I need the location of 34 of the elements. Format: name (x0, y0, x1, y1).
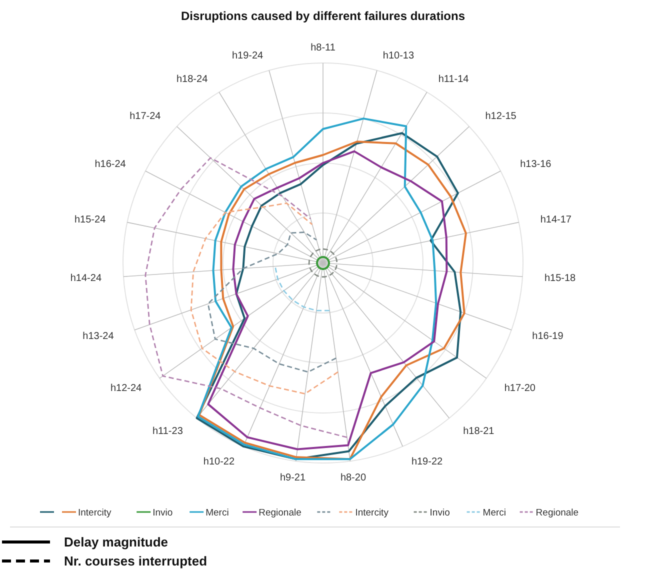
spoke-label: h15-18 (544, 273, 576, 284)
spoke-label: h8-20 (340, 472, 366, 484)
spoke-label: h19-22 (411, 456, 444, 468)
spoke-label: h17-24 (130, 111, 162, 122)
spoke-label: h10-22 (203, 456, 235, 468)
spoke-label: h15-24 (74, 214, 106, 226)
spoke-label: h11-14 (438, 74, 470, 85)
spoke-label: h17-20 (504, 383, 536, 394)
spoke-label: h11-23 (152, 426, 184, 438)
spoke-label: h9-21 (280, 472, 306, 484)
legend-label: Invio (152, 507, 173, 518)
spoke-label: h12-15 (485, 111, 517, 122)
spoke-label: h14-17 (540, 214, 572, 226)
legend-label: Intercity (78, 507, 112, 518)
legend-label: Merci (206, 507, 229, 518)
spoke-label: h12-24 (110, 383, 142, 394)
spoke-label: h18-21 (463, 426, 495, 438)
spoke-label: h13-16 (520, 159, 552, 170)
legend-label: Merci (482, 507, 506, 518)
text: Delay magnitude (64, 534, 168, 550)
spoke-label: h13-24 (82, 330, 114, 342)
legend-label: Regionale (536, 507, 579, 518)
legend-label: Intercity (355, 507, 389, 518)
spoke-label: h18-24 (176, 74, 208, 85)
spoke-label: h16-24 (94, 159, 126, 170)
text: Nr. courses interrupted (64, 554, 208, 569)
chart-title: Disruptions caused by different failures durations (180, 9, 466, 23)
spoke-label: h14-24 (70, 273, 102, 284)
legend-label: Invio (430, 507, 450, 518)
legend-label: Regionale (258, 507, 302, 518)
spoke-label: h19-24 (232, 50, 264, 62)
spoke-label: h8-11 (310, 42, 336, 54)
spoke-label: h16-19 (532, 330, 564, 342)
spoke-label: h10-13 (382, 50, 414, 62)
